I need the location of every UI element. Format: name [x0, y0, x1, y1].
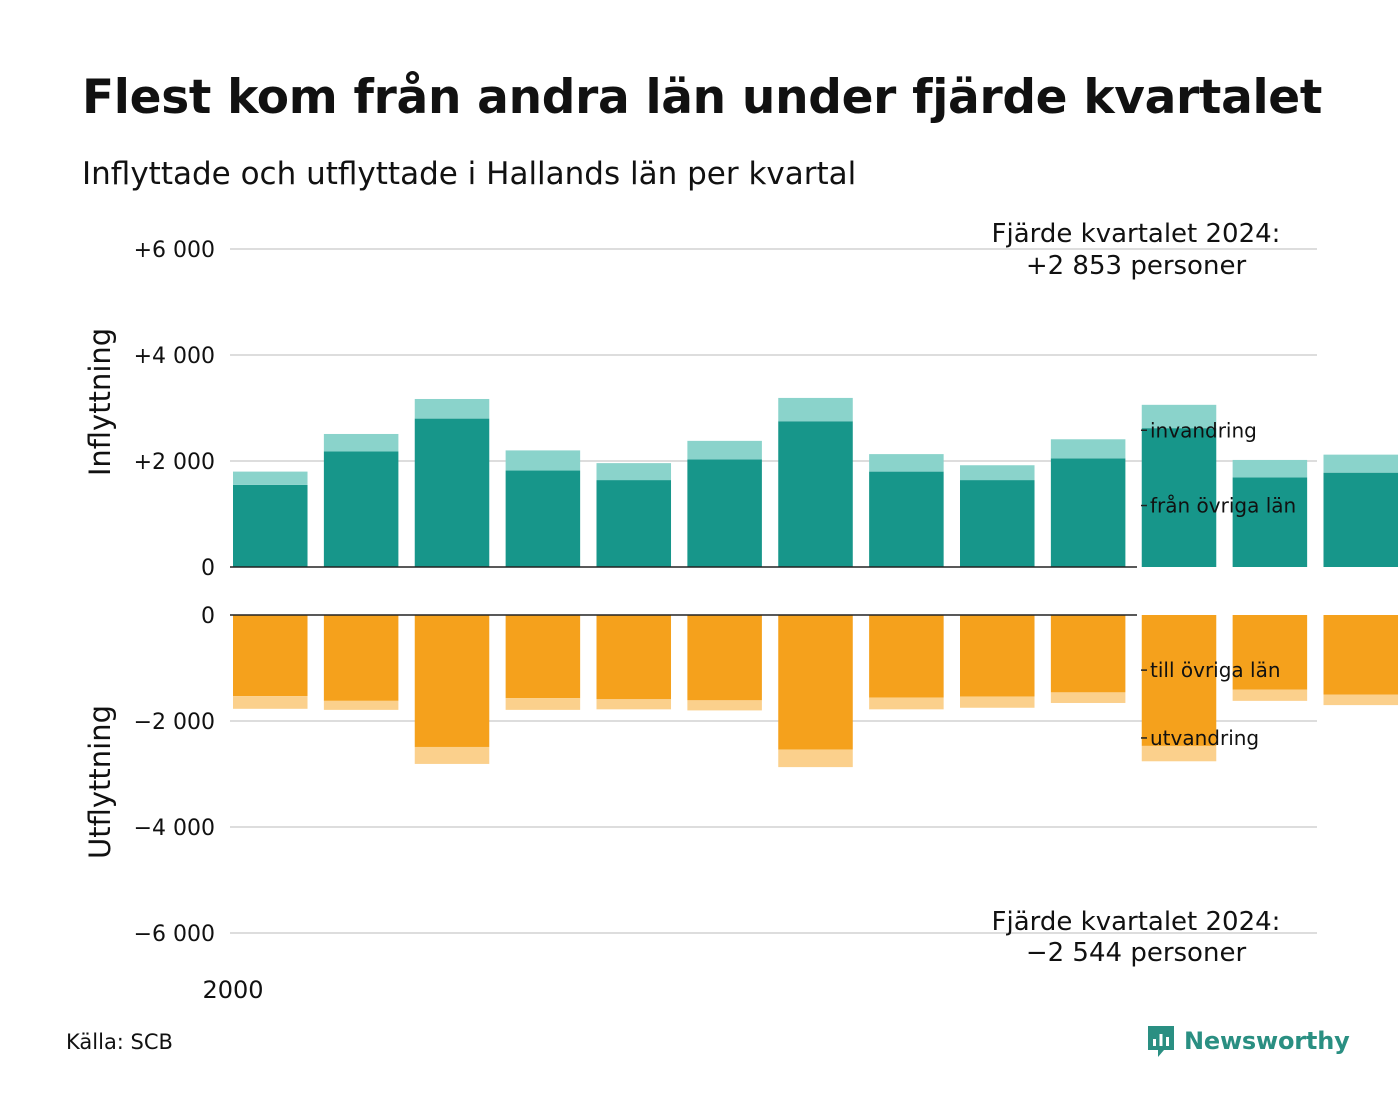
ytick-label-top: 0	[201, 556, 215, 581]
bar-till-ovriga-lan	[233, 615, 308, 697]
bar-utvandring	[1050, 692, 1126, 703]
bar-utvandring	[414, 746, 490, 764]
chart-subtitle: Inflyttade och utflyttade i Hallands län…	[82, 156, 857, 192]
bar-utvandring	[778, 749, 853, 768]
bar-fran-ovriga-lan	[233, 484, 308, 567]
ylabel-bottom: Utflyttning	[83, 705, 117, 859]
annotation-bottom-line2: −2 544 personer	[1026, 938, 1247, 968]
ytick-label-bottom: −6 000	[134, 922, 215, 947]
bar-invandring	[323, 433, 399, 452]
bar-till-ovriga-lan	[778, 615, 853, 750]
bar-till-ovriga-lan	[1141, 615, 1217, 746]
grid-top: +6 000 +4 000 +2 000 0	[134, 238, 1317, 581]
bar-utvandring	[233, 696, 308, 709]
bar-fran-ovriga-lan	[505, 470, 581, 567]
chart-title: Flest kom från andra län under fjärde kv…	[82, 70, 1323, 125]
annotation-top-line2: +2 853 personer	[1026, 251, 1247, 281]
bar-till-ovriga-lan	[960, 615, 1035, 697]
bar-utvandring	[596, 699, 672, 710]
ylabel-top: Inflyttning	[83, 328, 117, 476]
ytick-label-bottom: −2 000	[134, 710, 215, 735]
axes: invandring från övriga län till övriga län…	[202, 418, 1296, 1004]
ytick-label-top: +2 000	[134, 450, 215, 475]
bar-till-ovriga-lan	[1323, 615, 1399, 695]
legend-bottom-label: till övriga län	[1150, 658, 1281, 682]
bar-till-ovriga-lan	[1050, 615, 1126, 693]
bar-fran-ovriga-lan	[1323, 472, 1399, 567]
bar-fran-ovriga-lan	[1141, 428, 1217, 567]
annotation-bottom-line1: Fjärde kvartalet 2024:	[992, 907, 1281, 937]
bar-invandring	[233, 471, 308, 485]
bar-fran-ovriga-lan	[414, 418, 490, 567]
legend-top-label: från övriga län	[1150, 494, 1296, 518]
bar-utvandring	[505, 698, 581, 710]
bar-invandring	[414, 398, 490, 419]
source-credit: Källa: SCB	[66, 1030, 173, 1054]
newsworthy-logo: Newsworthy	[1146, 1024, 1350, 1058]
bars-utflyttning	[233, 615, 1399, 768]
bar-utvandring	[687, 700, 762, 711]
bar-till-ovriga-lan	[1232, 615, 1308, 690]
bar-till-ovriga-lan	[869, 615, 944, 698]
bar-fran-ovriga-lan	[1050, 458, 1126, 567]
bar-utvandring	[869, 697, 944, 710]
bar-fran-ovriga-lan	[687, 459, 762, 567]
bar-invandring	[1141, 404, 1217, 429]
bar-till-ovriga-lan	[687, 615, 762, 701]
bar-invandring	[1232, 459, 1308, 478]
bar-invandring	[687, 440, 762, 460]
bar-invandring	[778, 397, 853, 422]
newsworthy-logo-icon	[1148, 1026, 1174, 1057]
bars-inflyttning	[233, 397, 1399, 567]
bar-fran-ovriga-lan	[323, 451, 399, 567]
bar-invandring	[960, 465, 1035, 481]
legend-top-label: invandring	[1150, 418, 1257, 442]
bar-till-ovriga-lan	[414, 615, 490, 747]
ytick-label-top: +4 000	[134, 344, 215, 369]
ytick-label-bottom: 0	[201, 604, 215, 629]
ytick-label-top: +6 000	[134, 238, 215, 263]
xtick-label: 2000	[202, 976, 263, 1004]
bar-invandring	[1323, 454, 1399, 473]
grid-bottom: 0 −2 000 −4 000 −6 000	[134, 604, 1317, 947]
bar-till-ovriga-lan	[596, 615, 672, 700]
bar-fran-ovriga-lan	[1232, 477, 1308, 567]
bar-invandring	[1050, 439, 1126, 459]
bar-utvandring	[1141, 745, 1217, 762]
bar-utvandring	[1323, 694, 1399, 706]
bar-utvandring	[323, 700, 399, 710]
bar-invandring	[505, 450, 581, 471]
bar-fran-ovriga-lan	[778, 421, 853, 567]
annotation-top-line1: Fjärde kvartalet 2024:	[992, 219, 1281, 249]
ytick-label-bottom: −4 000	[134, 816, 215, 841]
bar-till-ovriga-lan	[505, 615, 581, 699]
newsworthy-logo-text: Newsworthy	[1184, 1027, 1350, 1055]
bar-invandring	[869, 454, 944, 472]
bar-utvandring	[1232, 689, 1308, 701]
bar-fran-ovriga-lan	[960, 480, 1035, 567]
bar-utvandring	[960, 696, 1035, 708]
bar-fran-ovriga-lan	[869, 471, 944, 567]
bar-invandring	[596, 463, 672, 481]
legend-bottom-label: utvandring	[1150, 726, 1259, 750]
bar-till-ovriga-lan	[323, 615, 399, 701]
bar-fran-ovriga-lan	[596, 480, 672, 567]
